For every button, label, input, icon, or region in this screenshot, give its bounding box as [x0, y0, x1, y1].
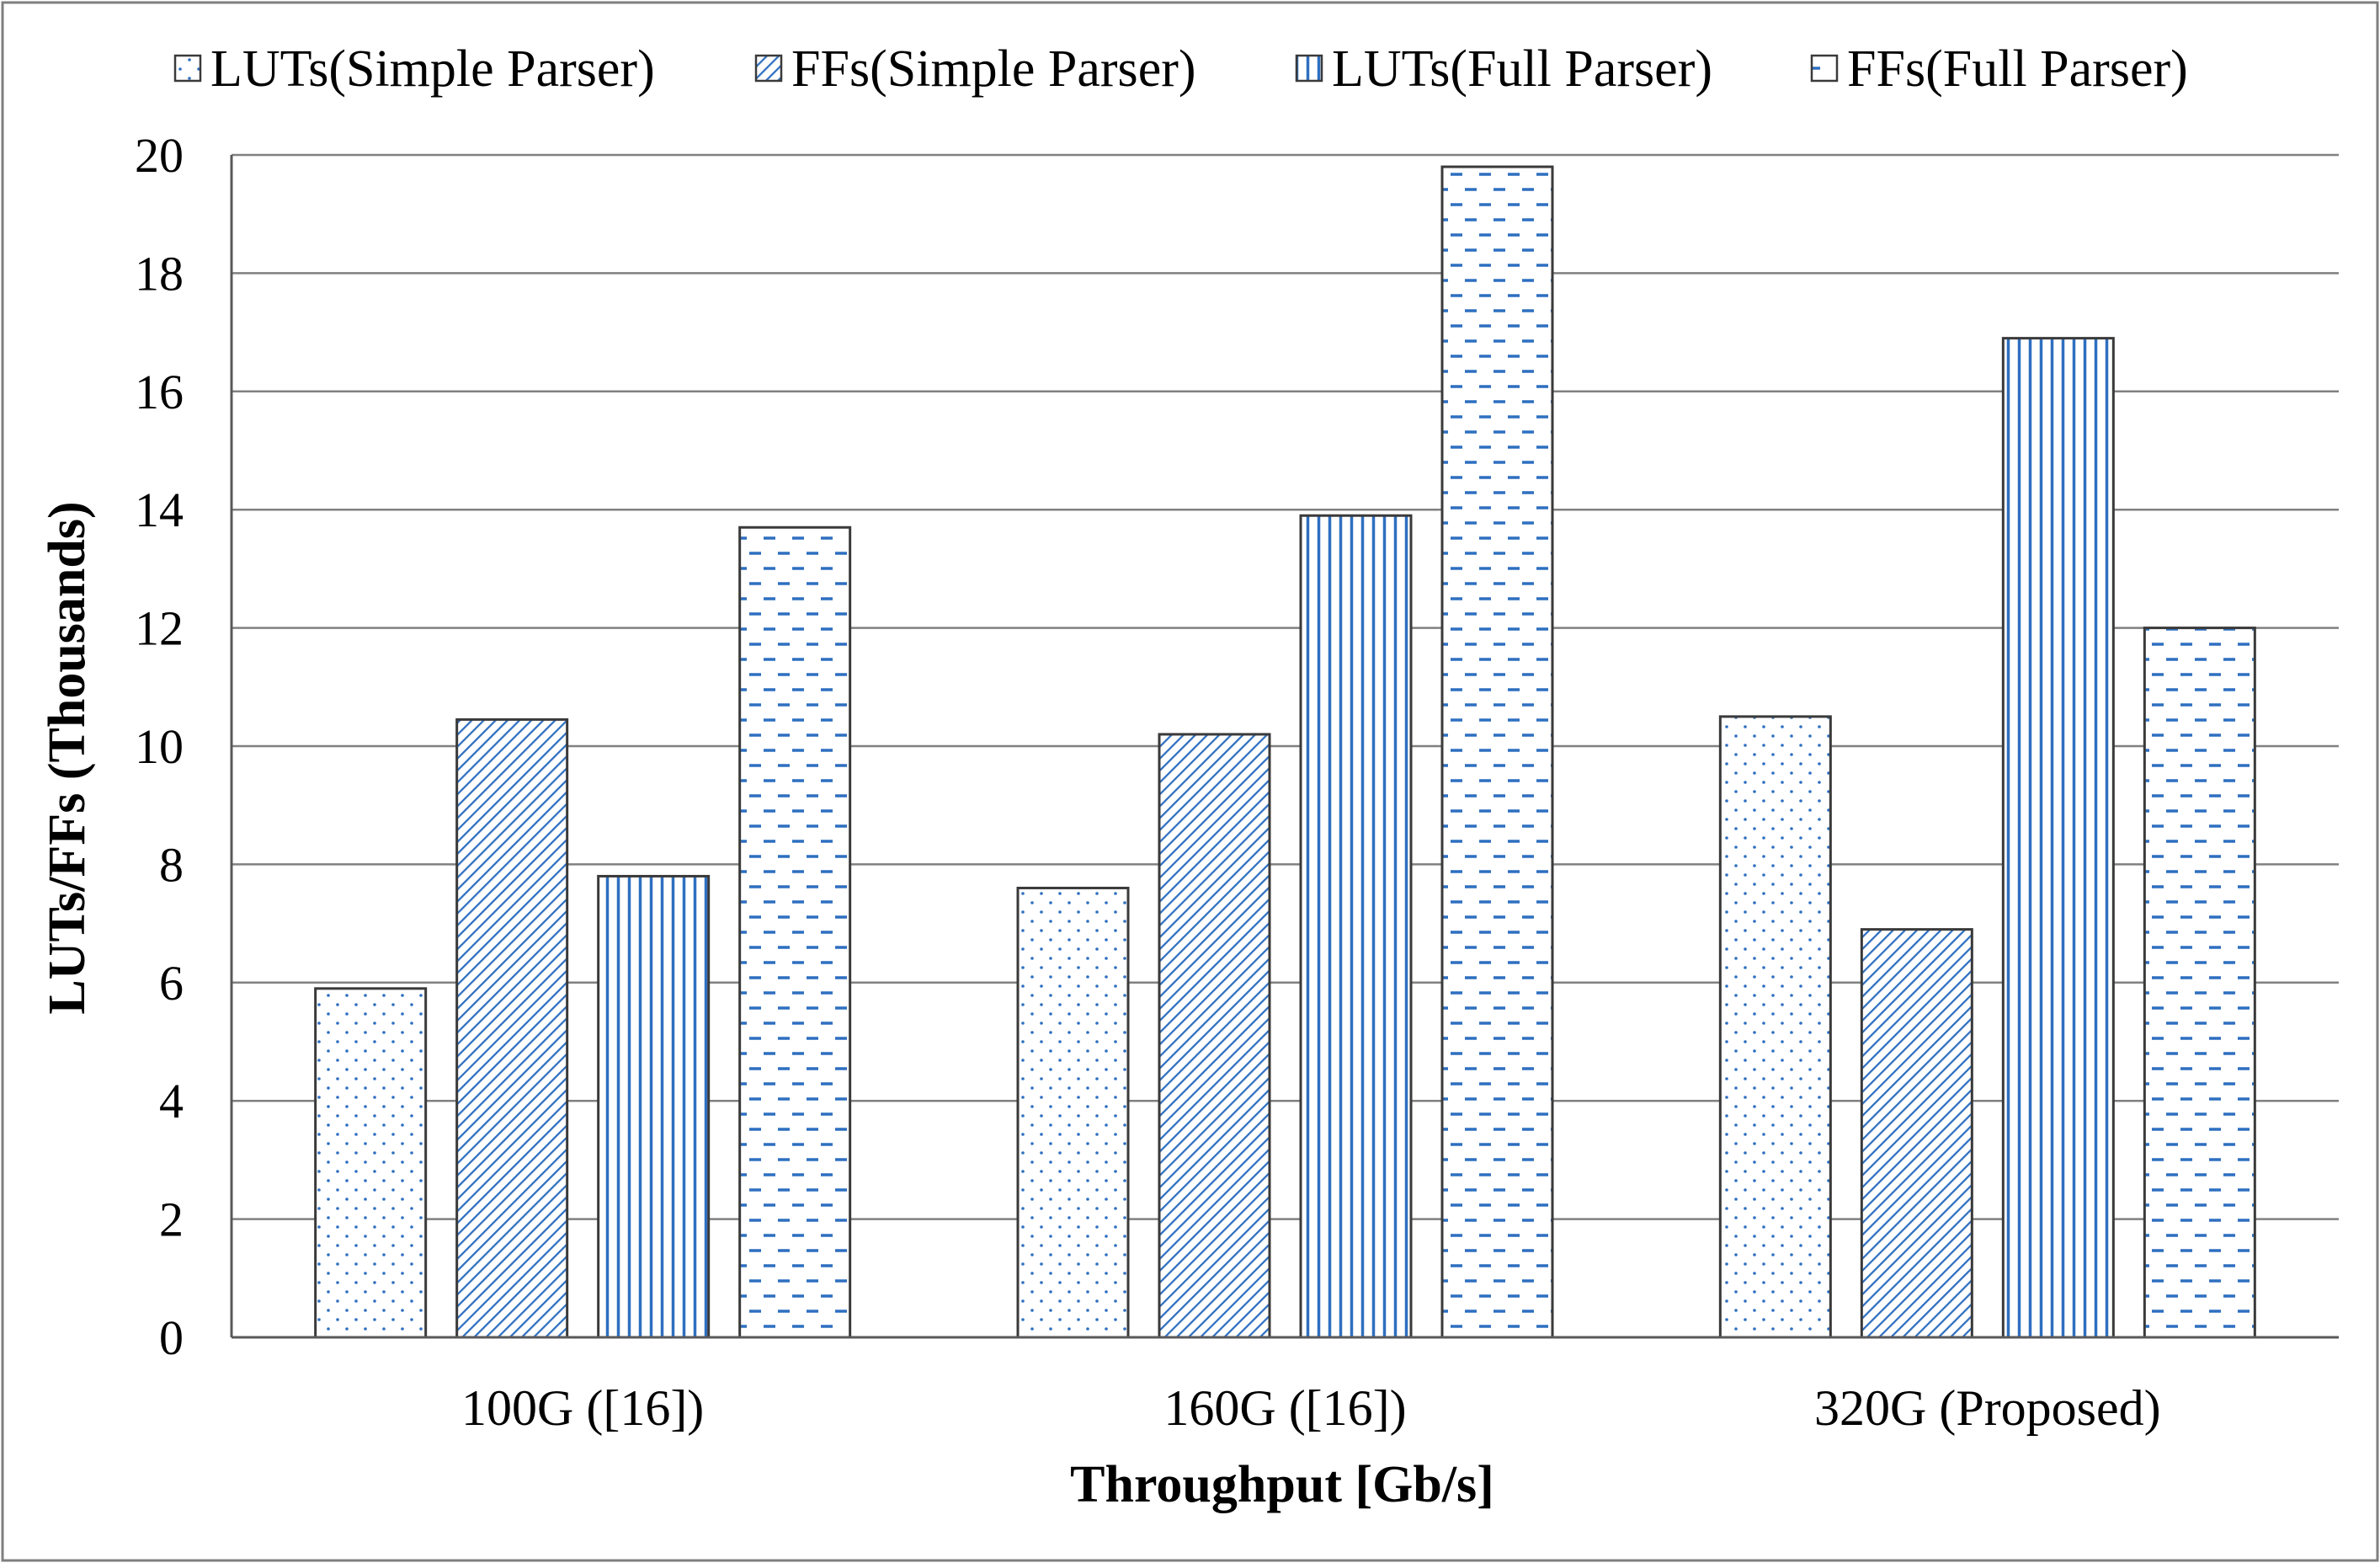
- y-tick-label: 12: [135, 601, 184, 656]
- y-tick-label: 10: [135, 719, 184, 774]
- y-tick-label: 6: [159, 956, 184, 1011]
- bar-vertical-1: [1299, 514, 1413, 1339]
- bar-diagonal-2: [1860, 928, 1973, 1339]
- legend-swatch-vertical: [1295, 54, 1323, 83]
- y-tick-label: 16: [135, 365, 184, 419]
- y-tick-label: 20: [135, 128, 184, 183]
- bar-diagonal-1: [1158, 733, 1271, 1339]
- bar-vertical-2: [2001, 337, 2115, 1339]
- bar-dashes-2: [2143, 627, 2256, 1339]
- legend: LUTs(Simple Parser) FFs(Simple Parser) LUT…: [173, 40, 2188, 98]
- gridlines: [232, 153, 2339, 1220]
- y-tick-label: 18: [135, 246, 184, 301]
- y-tick-label: 14: [135, 483, 184, 537]
- x-category-label: 320G (Proposed): [1814, 1380, 2161, 1436]
- x-axis-title: Throughput [Gb/s]: [1070, 1456, 1494, 1513]
- bar-dots-1: [1016, 886, 1130, 1339]
- legend-swatch-dots: [173, 54, 202, 83]
- legend-swatch-diagonal: [754, 54, 783, 83]
- legend-swatch-dashes: [1810, 54, 1839, 83]
- y-tick-label: 8: [159, 837, 184, 892]
- bar-dots-2: [1718, 715, 1832, 1339]
- legend-label: LUTs(Simple Parser): [210, 40, 655, 98]
- bar-vertical-0: [597, 874, 711, 1339]
- y-axis-title: LUTs/FFs (Thousands): [39, 501, 96, 1014]
- legend-label: LUTs(Full Parser): [1332, 40, 1712, 98]
- y-tick-label: 4: [159, 1074, 184, 1128]
- x-category-label: 100G ([16]): [461, 1380, 704, 1436]
- bar-diagonal-0: [455, 717, 569, 1339]
- legend-label: FFs(Full Parser): [1847, 40, 2188, 98]
- x-category-labels: 100G ([16]) 160G ([16]) 320G (Proposed): [461, 1380, 2161, 1436]
- bar-dashes-1: [1440, 165, 1554, 1339]
- x-category-label: 160G ([16]): [1163, 1380, 1406, 1436]
- bar-dots-0: [314, 987, 428, 1339]
- y-tick-labels: 0 2 4 6 8 10 12 14 16 18 20: [135, 128, 184, 1365]
- y-tick-label: 0: [159, 1310, 184, 1365]
- bar-dashes-0: [738, 525, 852, 1339]
- y-tick-label: 2: [159, 1192, 184, 1247]
- axes: [230, 155, 2339, 1339]
- legend-label: FFs(Simple Parser): [791, 40, 1196, 98]
